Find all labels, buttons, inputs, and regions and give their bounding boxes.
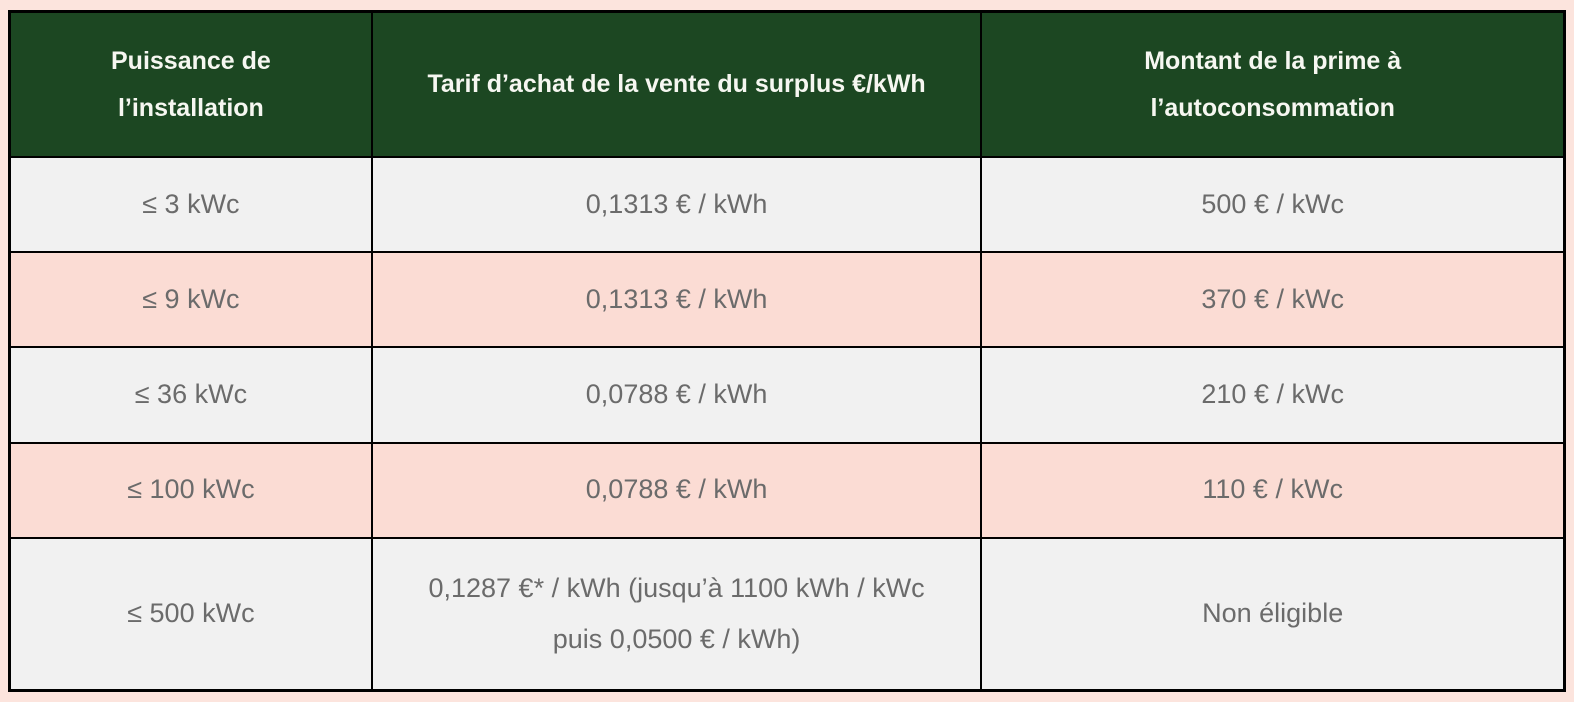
table-row: ≤ 9 kWc 0,1313 € / kWh 370 € / kWc	[8, 251, 1566, 349]
table-cell: 0,0788 € / kWh	[370, 441, 983, 539]
table-cell: ≤ 3 kWc	[8, 155, 373, 254]
table-row: ≤ 100 kWc 0,0788 € / kWh 110 € / kWc	[8, 441, 1566, 539]
table-row: ≤ 36 kWc 0,0788 € / kWh 210 € / kWc	[8, 346, 1566, 444]
table-row: ≤ 3 kWc 0,1313 € / kWh 500 € / kWc	[8, 155, 1566, 254]
solar-tariff-table: Puissance de l’installation Tarif d’acha…	[8, 10, 1566, 692]
header-montant-prime-autoconsommation: Montant de la prime à l’autoconsommation	[980, 10, 1566, 158]
header-puissance-installation: Puissance de l’installation	[8, 10, 373, 158]
table-cell: 370 € / kWc	[980, 251, 1566, 349]
table-cell: ≤ 36 kWc	[8, 346, 373, 444]
table-cell: 0,1313 € / kWh	[370, 155, 983, 254]
table-cell: 0,1287 €* / kWh (jusqu’à 1100 kWh / kWc …	[370, 536, 983, 692]
table-cell: 110 € / kWc	[980, 441, 1566, 539]
table-header-row: Puissance de l’installation Tarif d’acha…	[8, 10, 1566, 158]
table-cell: 210 € / kWc	[980, 346, 1566, 444]
table-cell: 0,1313 € / kWh	[370, 251, 983, 349]
table-body: ≤ 3 kWc 0,1313 € / kWh 500 € / kWc ≤ 9 kWc 0…	[8, 155, 1566, 692]
table-cell: Non éligible	[980, 536, 1566, 692]
table-cell: 500 € / kWc	[980, 155, 1566, 254]
table-row: ≤ 500 kWc 0,1287 €* / kWh (jusqu’à 1100 k…	[8, 536, 1566, 692]
table-cell: ≤ 500 kWc	[8, 536, 373, 692]
table-cell: 0,0788 € / kWh	[370, 346, 983, 444]
header-tarif-achat-surplus: Tarif d’achat de la vente du surplus €/k…	[370, 10, 983, 158]
table-cell: ≤ 9 kWc	[8, 251, 373, 349]
table-cell: ≤ 100 kWc	[8, 441, 373, 539]
